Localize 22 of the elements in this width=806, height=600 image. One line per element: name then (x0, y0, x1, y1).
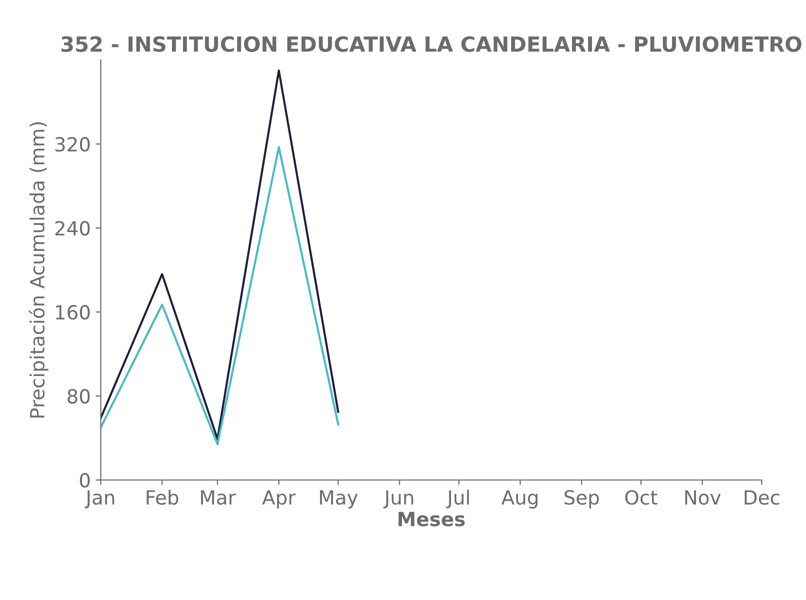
y-tick-label: 240 (55, 220, 90, 236)
chart-title: 352 - INSTITUCION EDUCATIVA LA CANDELARIA - PLUVIOMETRO (61, 36, 802, 52)
line-series (100, 146, 340, 446)
x-tick-label: Aug (501, 490, 538, 509)
y-tick-label: 160 (56, 304, 90, 320)
x-axis-title: Meses (398, 512, 465, 526)
y-tick-label: 320 (55, 136, 90, 152)
y-axis-title: Precipitación Acumulada (mm) (28, 122, 48, 418)
x-tick-label: Jun (383, 490, 414, 508)
x-tick-label: May (320, 490, 358, 509)
x-tick-label: Mar (201, 490, 236, 505)
x-tick-label: Apr (262, 490, 296, 509)
x-tick-label: Oct (625, 490, 658, 505)
x-tick-label: Sep (564, 490, 599, 509)
x-tick-label: Nov (685, 490, 721, 505)
line-series (100, 69, 340, 440)
x-tick-label: Jul (446, 490, 469, 508)
x-tick-label: Feb (146, 490, 178, 505)
x-tick-label: Dec (744, 490, 780, 505)
y-tick-label: 0 (80, 472, 90, 488)
y-tick-label: 80 (68, 388, 90, 404)
x-tick-label: Jan (84, 490, 114, 508)
